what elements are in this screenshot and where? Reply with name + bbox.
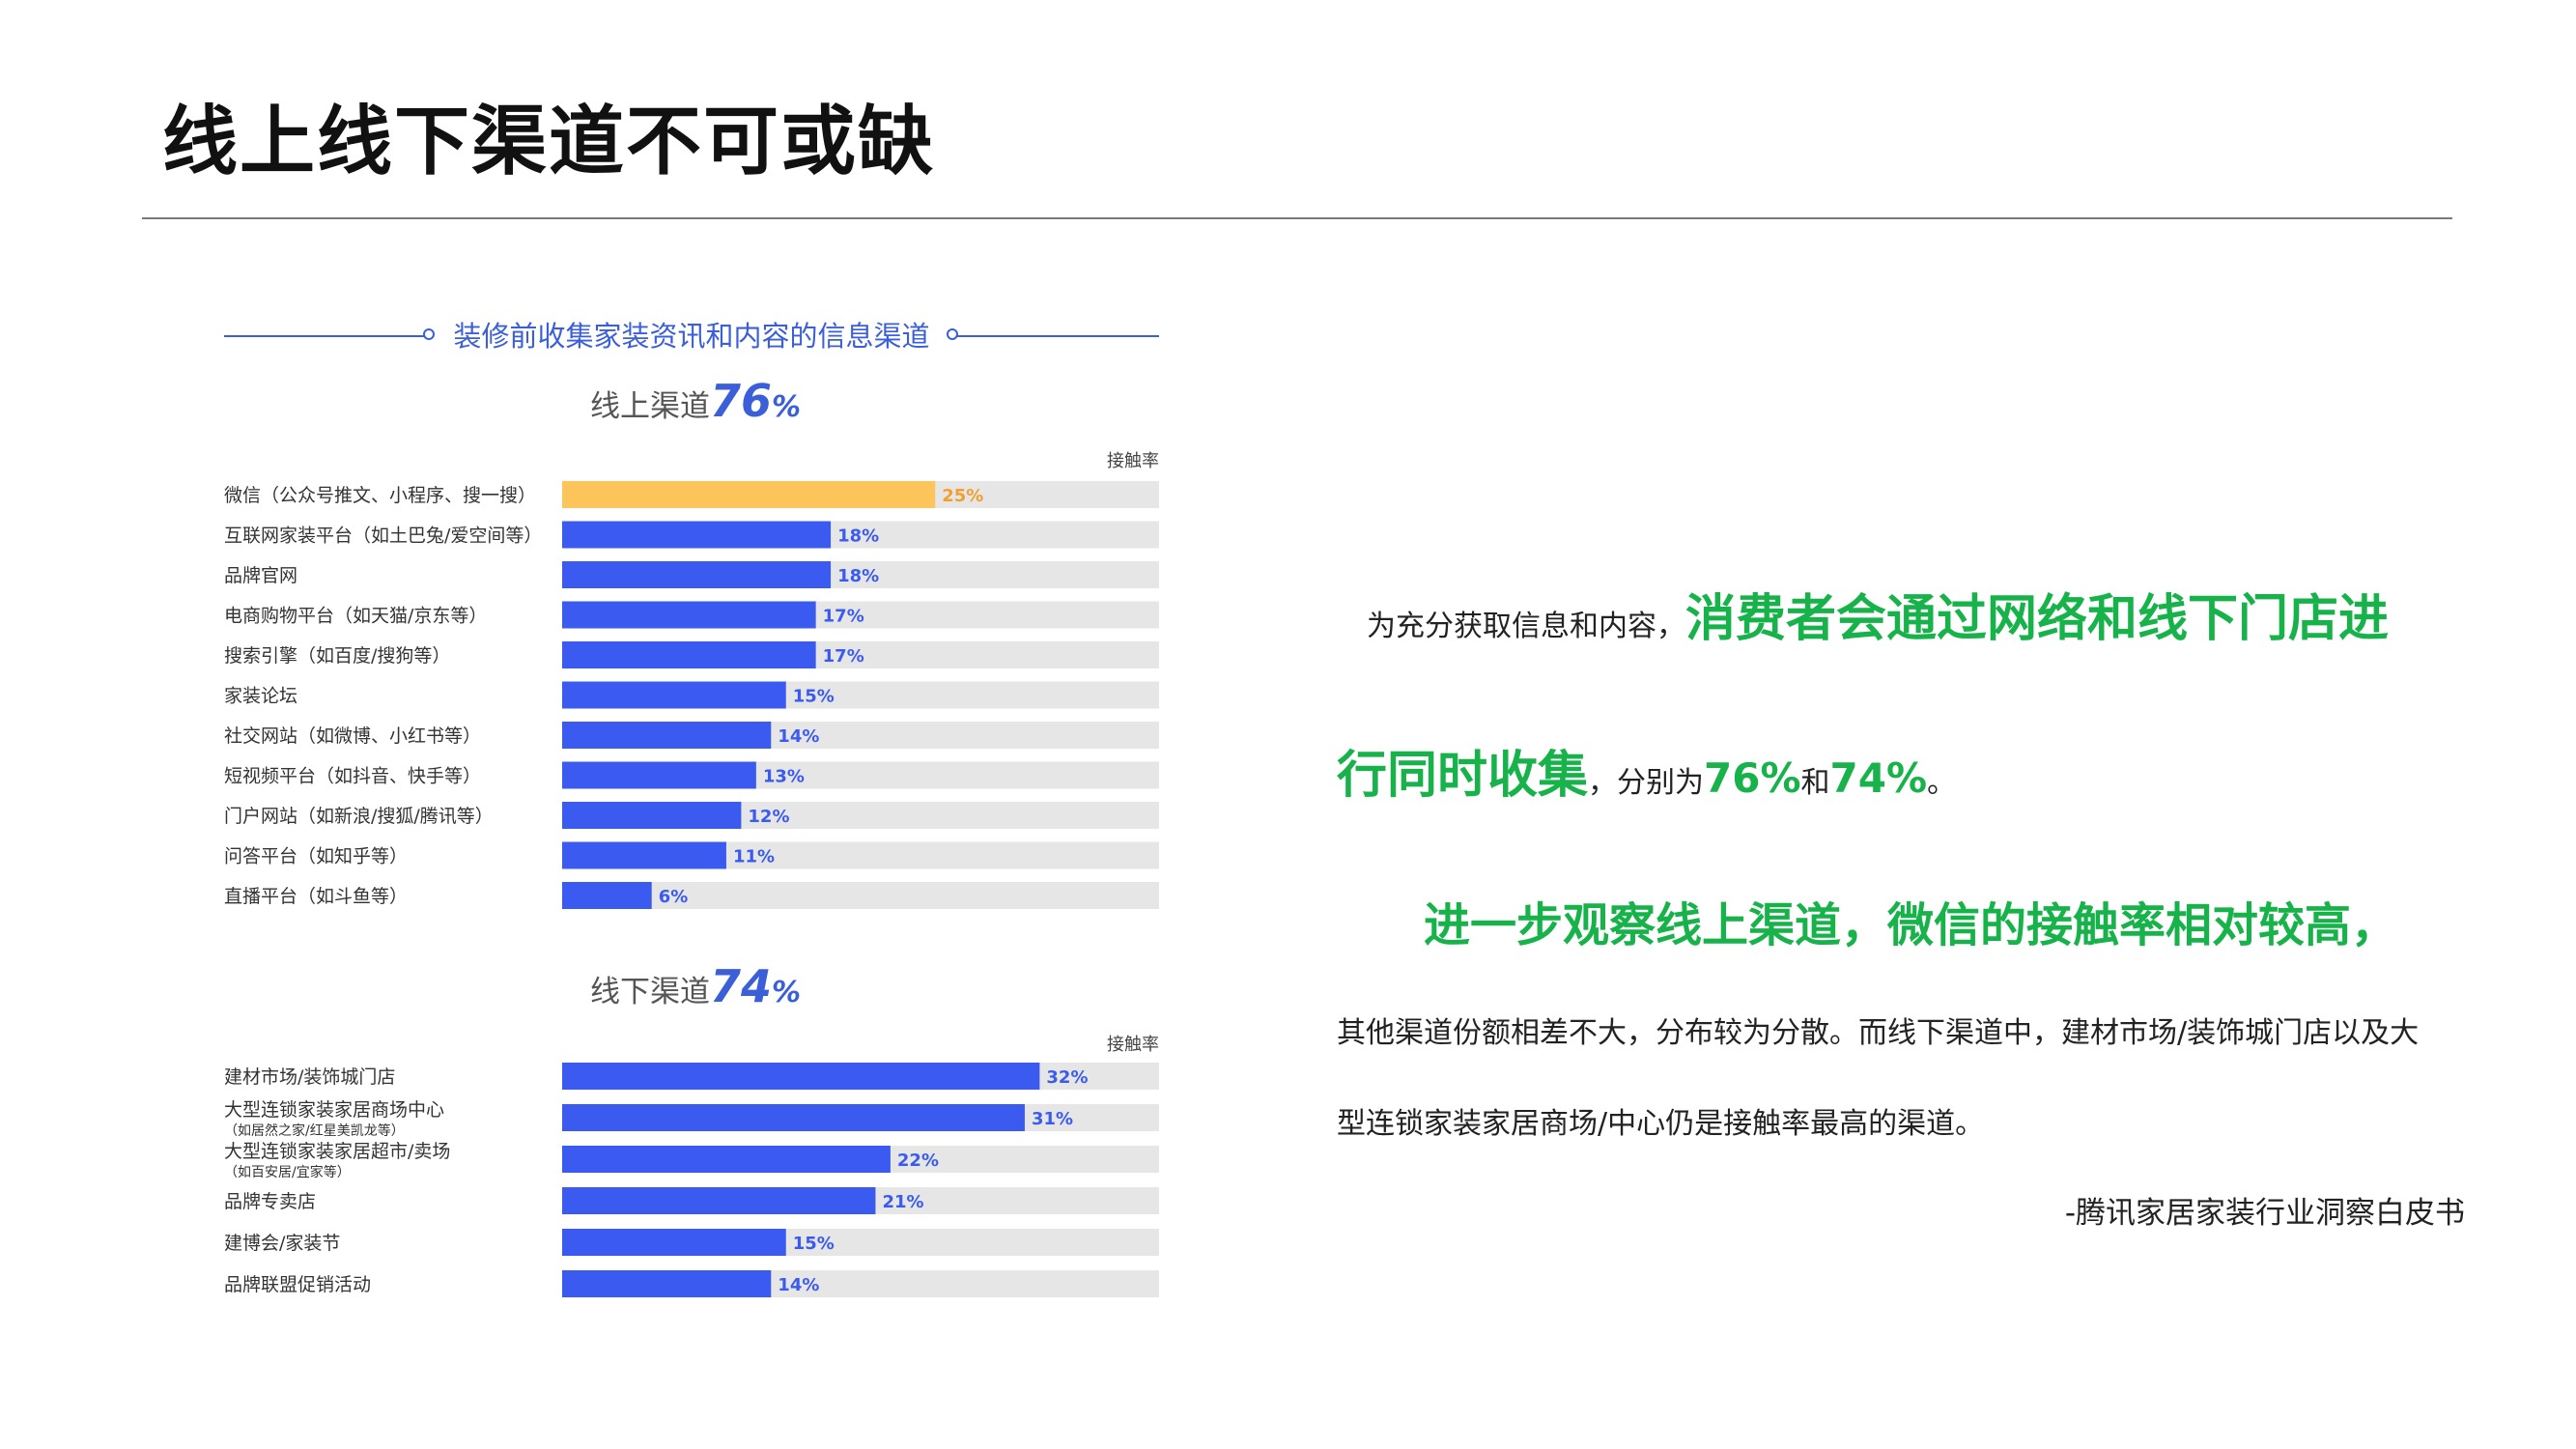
offline-group-total: 74 (709, 960, 772, 1012)
online-bar (562, 521, 832, 549)
online-bar-track (562, 882, 1159, 909)
online-bar-label: 问答平台（如知乎等） (224, 846, 408, 867)
paragraph-5: 型连锁家装家居商场/中心仍是接触率最高的渠道。 (1337, 1107, 1985, 1141)
offline-bar-label: 建材市场/装饰城门店 (224, 1066, 395, 1088)
chart-title-banner: 装修前收集家装资讯和内容的信息渠道 (224, 317, 1159, 355)
online-bar (562, 722, 772, 749)
online-bar-label: 微信（公众号推文、小程序、搜一搜） (224, 485, 536, 506)
offline-bar (562, 1270, 772, 1297)
online-group-heading: 线上渠道76% (502, 379, 889, 423)
page-title: 线上线下渠道不可或缺 (162, 99, 936, 185)
offline-bar-sublabel: （如居然之家/红星美凯龙等） (224, 1122, 405, 1139)
online-bar-label: 门户网站（如新浪/搜狐/腾讯等） (224, 806, 494, 827)
offline-bar-sublabel: （如百安居/宜家等） (224, 1164, 351, 1180)
online-bar-value-label: 14% (778, 726, 819, 747)
online-bar-value-label: 18% (837, 566, 879, 586)
source-citation: -腾讯家居家装行业洞察白皮书 (2064, 1196, 2465, 1231)
online-column-header: 接触率 (1107, 451, 1159, 471)
paragraph-2-highlight: 行同时收集 (1337, 747, 1589, 805)
channel-bar-chart: 25% 微信（公众号推文、小程序、搜一搜） 18% 互联网家装平台（如土巴兔/爱空间等… (224, 481, 1159, 1297)
paragraph-2-text-c: 。 (1927, 766, 1957, 800)
paragraph-4: 其他渠道份额相差不大，分布较为分散。而线下渠道中，建材市场/装饰城门店以及大 (1337, 1016, 2420, 1050)
offline-bar-value-label: 22% (897, 1151, 939, 1171)
offline-bar-value-label: 14% (778, 1275, 819, 1295)
title-divider (142, 217, 2452, 219)
chart-title-dot-right (947, 328, 958, 340)
paragraph-1-highlight: 消费者会通过网络和线下门店进 (1685, 590, 2390, 648)
online-bar (562, 761, 756, 789)
paragraph-3: 进一步观察线上渠道，微信的接触率相对较高， (1424, 898, 2398, 952)
paragraph-1: 为充分获取信息和内容，消费者会通过网络和线下门店进 (1367, 578, 2389, 650)
online-bar (562, 601, 816, 629)
offline-bar (562, 1229, 786, 1256)
offline-bar-label: 品牌专卖店 (224, 1191, 316, 1212)
online-bar-label: 搜索引擎（如百度/搜狗等） (224, 645, 450, 667)
online-bar-value-label: 17% (823, 607, 864, 627)
online-bar-label: 家装论坛 (224, 686, 297, 707)
offline-bar (562, 1063, 1040, 1090)
offline-group-total-unit: % (771, 976, 802, 1009)
paragraph-2: 行同时收集，分别为76%和74%。 (1337, 734, 1956, 807)
online-bar-value-label: 17% (823, 646, 864, 667)
offline-bar (562, 1187, 876, 1214)
online-bar-label: 品牌官网 (224, 565, 297, 586)
offline-column-header: 接触率 (1107, 1035, 1159, 1055)
offline-group-label: 线下渠道 (589, 975, 710, 1009)
offline-bar-label: 大型连锁家装家居商场中心 (224, 1099, 444, 1121)
online-bar-value-label: 13% (763, 767, 805, 787)
chart-title-line-right (956, 335, 1159, 337)
offline-bar-value-label: 32% (1046, 1067, 1088, 1088)
online-bar-value-label: 15% (793, 687, 835, 707)
online-bar-value-label: 6% (659, 887, 689, 907)
online-group-total: 76 (709, 375, 772, 427)
online-group-label: 线上渠道 (589, 389, 710, 424)
online-bar-label: 互联网家装平台（如土巴兔/爱空间等） (224, 526, 542, 547)
online-bar (562, 802, 742, 829)
offline-bar (562, 1146, 891, 1173)
online-bar-value-label: 11% (733, 847, 775, 867)
online-bar-label: 短视频平台（如抖音、快手等） (224, 766, 481, 787)
paragraph-2-online-value: 76% (1704, 754, 1801, 802)
offline-bar-value-label: 21% (882, 1192, 923, 1212)
paragraph-2-text-a: ，分别为 (1588, 766, 1705, 800)
paragraph-2-text-b: 和 (1800, 766, 1830, 800)
online-bar (562, 841, 726, 869)
chart-title-line-left (224, 335, 425, 337)
chart-title: 装修前收集家装资讯和内容的信息渠道 (453, 320, 930, 353)
online-bar-value-label: 18% (837, 526, 879, 547)
offline-bar (562, 1104, 1025, 1131)
online-bar-value-label: 25% (942, 486, 983, 506)
offline-group-heading: 线下渠道74% (502, 964, 889, 1009)
offline-bar-label: 建博会/家装节 (224, 1233, 340, 1254)
online-bar (562, 561, 832, 588)
paragraph-1-intro: 为充分获取信息和内容， (1367, 610, 1685, 643)
online-bar-label: 电商购物平台（如天猫/京东等） (224, 606, 487, 627)
online-bar-label: 社交网站（如微博、小红书等） (224, 725, 481, 747)
offline-bar-label: 大型连锁家装家居超市/卖场 (224, 1141, 450, 1162)
paragraph-2-offline-value: 74% (1829, 754, 1928, 802)
offline-bar-label: 品牌联盟促销活动 (224, 1274, 371, 1295)
online-bar (562, 681, 786, 709)
online-bar-label: 直播平台（如斗鱼等） (224, 886, 408, 907)
chart-title-dot-left (423, 328, 435, 340)
online-bar (562, 882, 652, 909)
online-bar-value-label: 12% (748, 807, 789, 827)
online-group-total-unit: % (771, 390, 802, 424)
offline-bar-value-label: 31% (1032, 1109, 1073, 1129)
online-bar (562, 641, 816, 668)
offline-bar-value-label: 15% (793, 1234, 835, 1254)
online-bar (562, 481, 936, 508)
